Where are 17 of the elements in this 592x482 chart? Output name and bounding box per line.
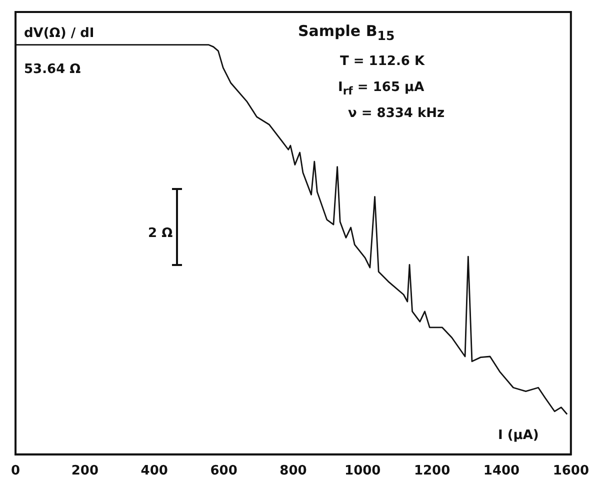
y-axis-title: dV(Ω) / dI [24,26,94,41]
x-tick-label: 1400 [483,464,520,479]
x-axis-title: I (µA) [498,428,539,443]
x-tick-label: 0 [11,464,20,479]
x-tick-label: 1600 [552,464,590,479]
x-tick-label: 1200 [414,464,450,479]
x-tick-label: 200 [71,464,99,479]
annotation: I$_{rf}$ = 165 µA [338,80,424,98]
annotation: 2 Ω [148,226,173,241]
annotation: ν = 8334 kHz [348,106,445,121]
annotation: T = 112.6 K [340,54,425,69]
x-tick-label: 400 [140,464,168,479]
x-tick-label: 1000 [344,464,381,479]
x-tick-label: 800 [280,464,307,479]
annotation: 53.64 Ω [24,62,81,77]
chart-title: Sample B$_{15}$ [298,22,395,43]
x-tick-label: 600 [210,464,238,479]
